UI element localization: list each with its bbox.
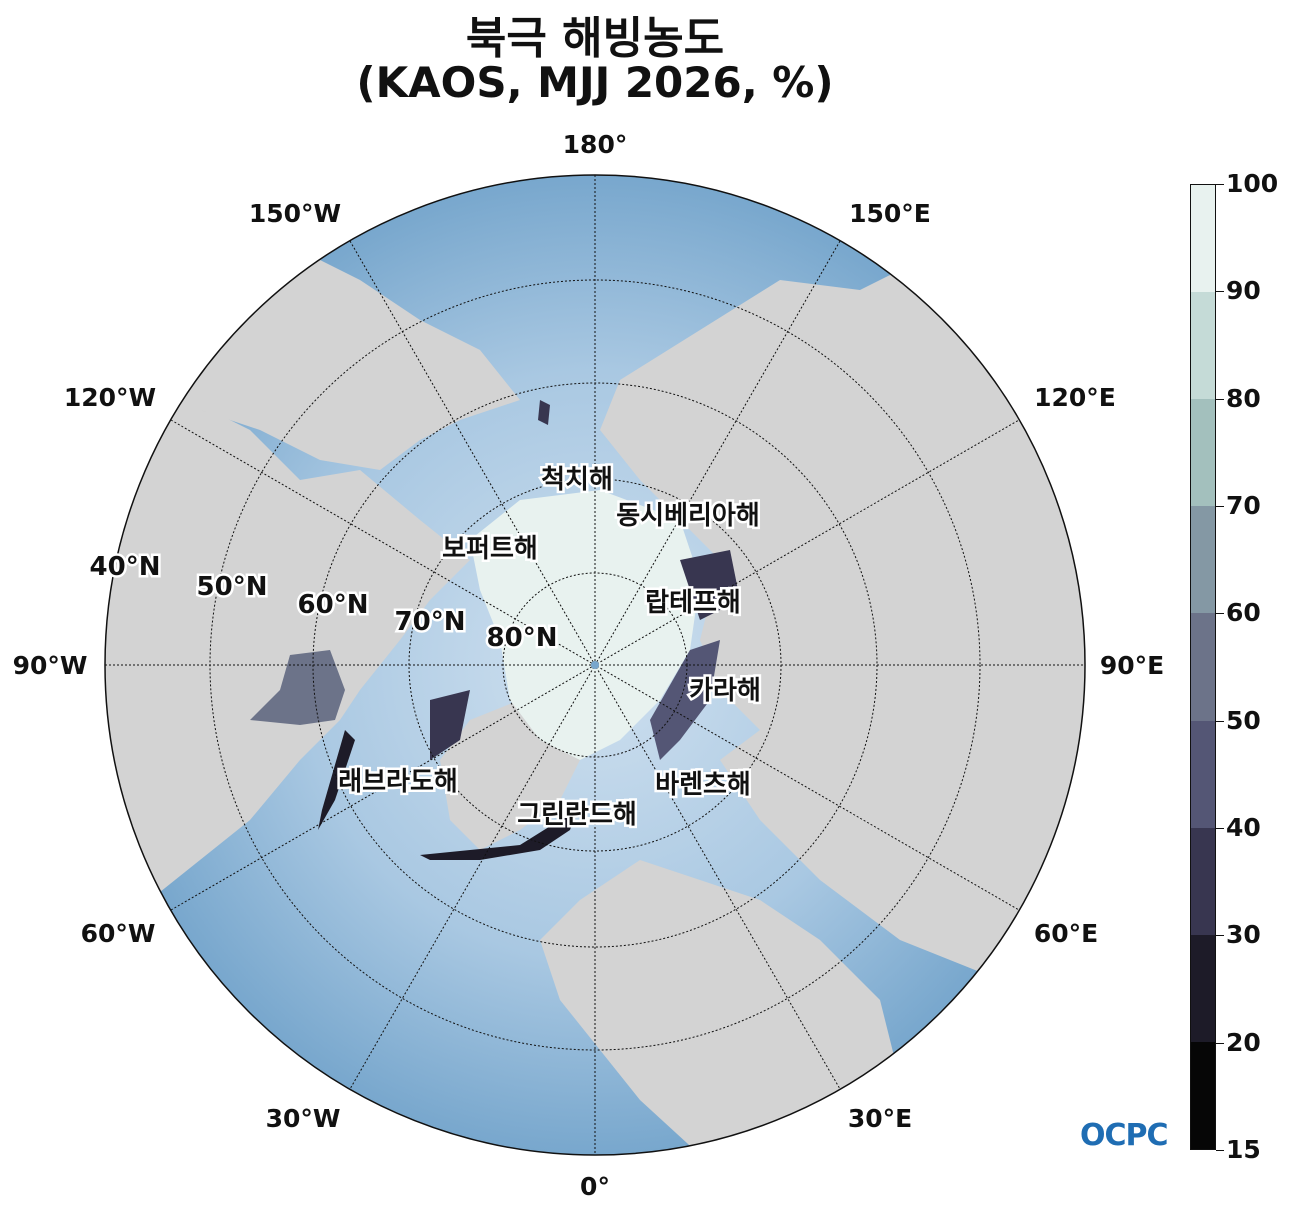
lon-label-150w: 150°W (249, 199, 341, 228)
sea-label-laptev: 랍테프해 (645, 588, 741, 618)
land-europe (540, 860, 900, 1155)
ice-hudson-bay (250, 650, 345, 725)
lat-label-80n: 80°N (487, 623, 558, 653)
map-subtitle: (KAOS, MJJ 2026, %) (356, 58, 834, 107)
ice-baffin (430, 690, 470, 760)
colorbar-band (1191, 720, 1215, 828)
colorbar-tick-label: 15 (1226, 1135, 1261, 1164)
sea-label-beaufort: 보퍼트해 (442, 534, 538, 564)
lat-label-40n: 40°N (90, 552, 161, 582)
colorbar-tick-label: 50 (1226, 705, 1261, 735)
lon-label-30e: 30°E (848, 1104, 912, 1133)
colorbar (1190, 184, 1216, 1150)
ocpc-logo: OCPC (1080, 1118, 1169, 1153)
land-north-america (105, 395, 470, 900)
colorbar-tick (1216, 935, 1224, 937)
map-border (104, 174, 1086, 1156)
colorbar-band (1191, 399, 1215, 507)
colorbar-band (1191, 292, 1215, 400)
colorbar-tick (1216, 398, 1224, 400)
ice-edge-laptev (680, 550, 740, 620)
colorbar-tick-label: 30 (1226, 920, 1261, 950)
colorbar-band (1191, 185, 1215, 293)
colorbar-tick (1216, 291, 1224, 293)
land-siberia (600, 250, 1085, 980)
sea-label-kara: 카라해 (689, 676, 761, 706)
lon-label-120w: 120°W (64, 383, 156, 412)
lon-label-90e: 90°E (1100, 651, 1164, 680)
colorbar-band (1191, 613, 1215, 721)
colorbar-tick-label: 70 (1226, 491, 1261, 520)
lat-label-60n: 60°N (298, 590, 369, 620)
lon-label-0: 0° (580, 1172, 610, 1201)
lon-label-90w: 90°W (13, 651, 88, 680)
colorbar-tick (1216, 720, 1224, 722)
colorbar-tick (1216, 1150, 1224, 1151)
colorbar-band (1191, 1041, 1215, 1149)
north-pole-marker (591, 661, 599, 669)
colorbar-band (1191, 827, 1215, 935)
colorbar-band (1191, 506, 1215, 614)
colorbar-tick (1216, 828, 1224, 829)
map-title: 북극 해빙농도 (465, 13, 725, 64)
lon-label-120e: 120°E (1034, 383, 1116, 412)
colorbar-tick (1216, 1042, 1224, 1044)
ice-chukchi (538, 400, 550, 425)
sea-label-east-siberian: 동시베리아해 (616, 501, 760, 531)
colorbar-tick (1216, 184, 1224, 185)
sea-label-greenland: 그린란드해 (517, 800, 637, 830)
sea-label-chukchi: 척치해 (541, 465, 613, 495)
colorbar-tick-label: 40 (1226, 813, 1261, 842)
lon-label-60w: 60°W (81, 919, 156, 948)
lon-label-60e: 60°E (1034, 919, 1098, 948)
sea-label-labrador: 래브라도해 (338, 767, 458, 797)
ice-greenland-sea (420, 800, 580, 860)
lat-label-70n: 70°N (395, 607, 466, 637)
colorbar-tick-label: 100 (1226, 169, 1279, 198)
colorbar-tick (1216, 506, 1224, 507)
colorbar-tick-label: 80 (1226, 383, 1261, 413)
sea-label-barents: 바렌츠해 (655, 770, 751, 800)
lon-label-30w: 30°W (266, 1104, 341, 1133)
lon-label-180: 180° (563, 130, 628, 159)
colorbar-tick-label: 60 (1226, 598, 1261, 628)
colorbar-tick (1216, 613, 1224, 615)
colorbar-tick-label: 90 (1226, 276, 1261, 306)
ice-edge-kara (650, 640, 720, 760)
colorbar-band (1191, 934, 1215, 1042)
lat-label-50n: 50°N (197, 572, 268, 602)
colorbar-tick-label: 20 (1226, 1027, 1261, 1057)
lon-label-150e: 150°E (849, 199, 931, 228)
ice-labrador (318, 730, 355, 830)
